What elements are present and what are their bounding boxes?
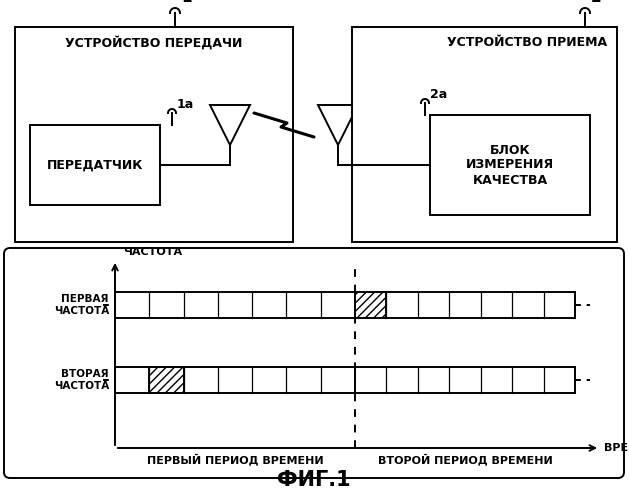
Polygon shape xyxy=(210,105,250,145)
Bar xyxy=(355,367,575,393)
Bar xyxy=(30,125,160,205)
Bar xyxy=(355,292,386,318)
Text: ВРЕМЯ: ВРЕМЯ xyxy=(604,443,629,453)
Bar xyxy=(15,27,293,242)
Polygon shape xyxy=(318,105,358,145)
Bar xyxy=(149,367,184,393)
Text: ЧАСТОТА: ЧАСТОТА xyxy=(123,247,182,257)
Text: ВТОРАЯ
ЧАСТОТА: ВТОРАЯ ЧАСТОТА xyxy=(53,369,109,391)
Text: 2: 2 xyxy=(591,0,602,5)
Text: ПЕРЕДАТЧИК: ПЕРЕДАТЧИК xyxy=(47,158,143,172)
Bar xyxy=(115,292,355,318)
Text: УСТРОЙСТВО ПРИЕМА: УСТРОЙСТВО ПРИЕМА xyxy=(447,36,607,50)
Text: ВТОРОЙ ПЕРИОД ВРЕМЕНИ: ВТОРОЙ ПЕРИОД ВРЕМЕНИ xyxy=(377,454,552,466)
Bar xyxy=(115,367,355,393)
Text: БЛОК
ИЗМЕРЕНИЯ
КАЧЕСТВА: БЛОК ИЗМЕРЕНИЯ КАЧЕСТВА xyxy=(466,144,554,186)
Text: ПЕРВЫЙ ПЕРИОД ВРЕМЕНИ: ПЕРВЫЙ ПЕРИОД ВРЕМЕНИ xyxy=(147,454,323,466)
FancyBboxPatch shape xyxy=(4,248,624,478)
Text: 1a: 1a xyxy=(177,98,194,111)
Text: ФИГ.1: ФИГ.1 xyxy=(277,470,351,490)
Bar xyxy=(355,292,575,318)
Bar xyxy=(352,27,617,242)
Text: ПЕРВАЯ
ЧАСТОТА: ПЕРВАЯ ЧАСТОТА xyxy=(53,294,109,316)
Bar xyxy=(430,115,590,215)
Text: 1: 1 xyxy=(181,0,191,5)
Text: 2a: 2a xyxy=(430,88,447,101)
Text: УСТРОЙСТВО ПЕРЕДАЧИ: УСТРОЙСТВО ПЕРЕДАЧИ xyxy=(65,36,243,50)
